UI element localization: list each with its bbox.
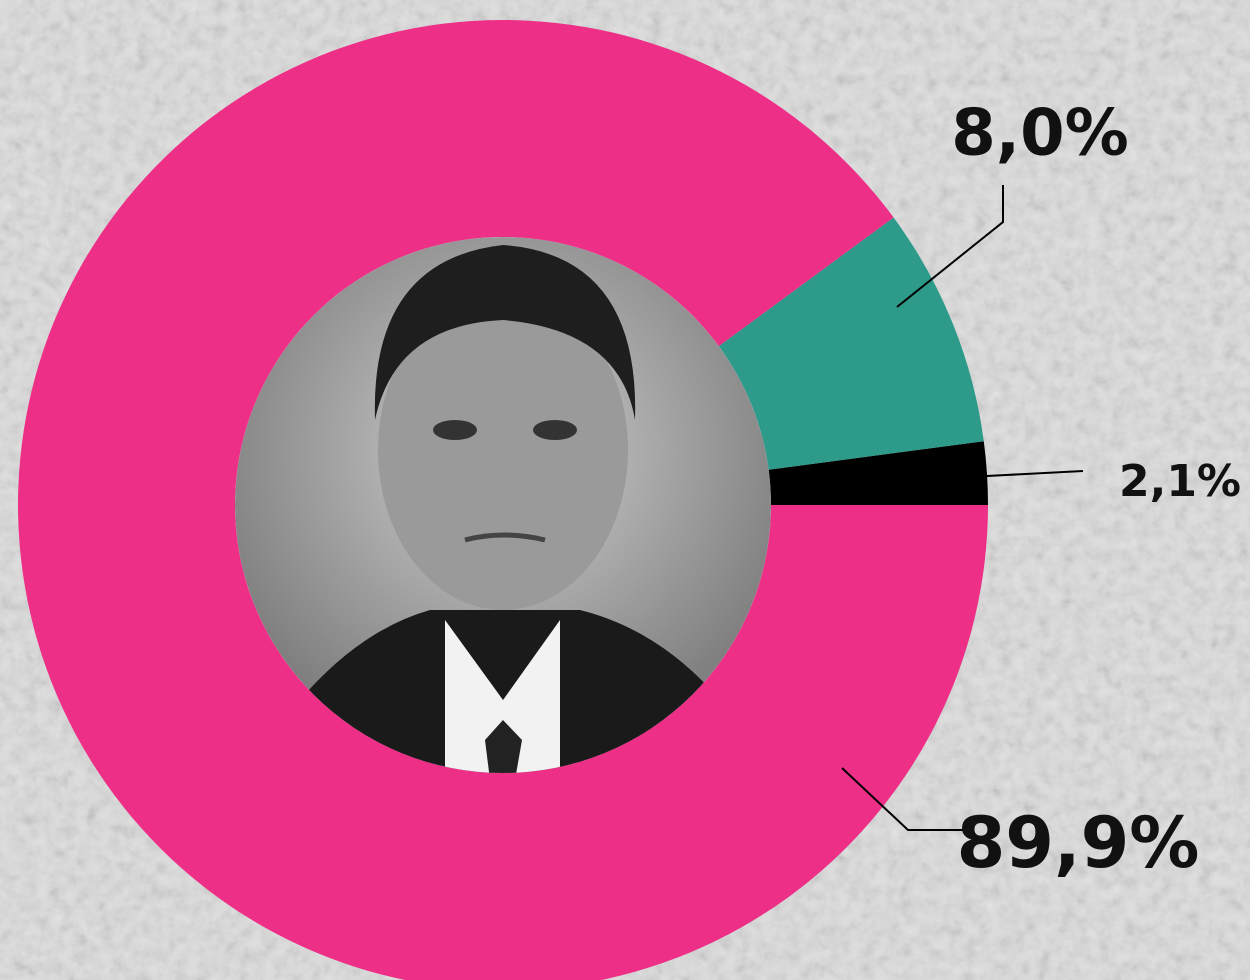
donut [18,20,988,980]
labels: 2,1% 8,0% 89,9% [841,97,1241,884]
value-label: 2,1% [1119,456,1241,507]
leader-line [896,185,1004,308]
slice [768,441,988,505]
leader-line [841,767,965,831]
slice [718,217,984,470]
value-label: 89,9% [957,802,1200,884]
slice [18,20,988,980]
leader-line [986,470,1084,477]
value-label: 8,0% [951,97,1129,171]
